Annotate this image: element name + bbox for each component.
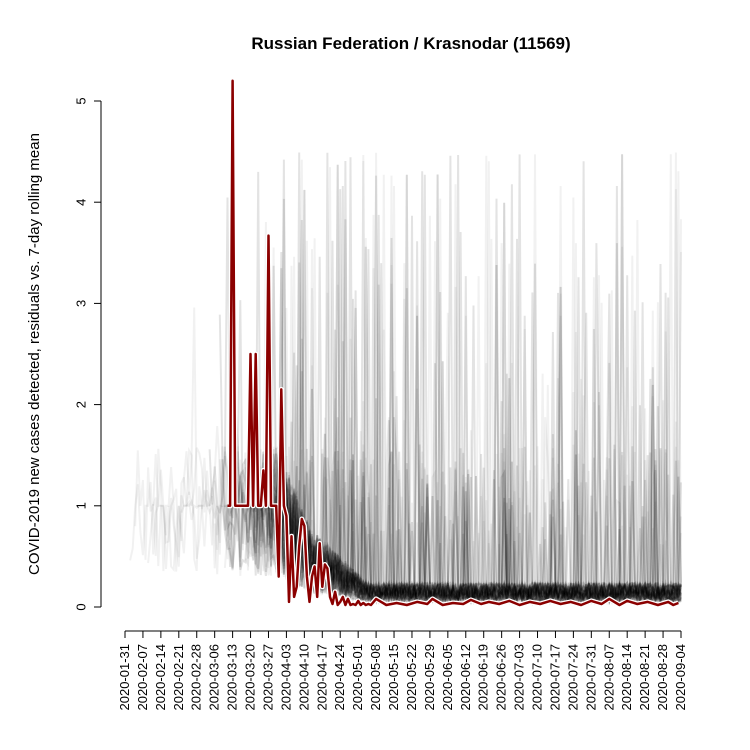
background-series-line <box>293 292 682 606</box>
background-series-line <box>134 264 682 606</box>
background-series-line <box>285 152 682 606</box>
background-series-line <box>288 256 682 606</box>
background-series-line <box>257 256 682 606</box>
background-series-line <box>267 174 681 606</box>
background-series-line <box>298 157 682 605</box>
x-tick-label: 2020-08-14 <box>619 644 634 711</box>
background-series-line <box>280 154 682 607</box>
x-tick-label: 2020-05-08 <box>368 644 383 711</box>
x-tick-label: 2020-09-04 <box>673 644 688 711</box>
background-series-line <box>280 154 682 607</box>
background-series-line <box>288 174 682 606</box>
y-tick-label: 5 <box>73 97 88 104</box>
x-tick-label: 2020-05-01 <box>350 644 365 711</box>
background-series-line <box>152 171 682 607</box>
background-series-line <box>285 237 682 606</box>
x-tick-label: 2020-08-28 <box>655 644 670 711</box>
chart-title: Russian Federation / Krasnodar (11569) <box>251 34 570 53</box>
background-series-line <box>270 152 682 606</box>
background-series-line <box>272 154 682 606</box>
x-tick-label: 2020-03-13 <box>225 644 240 711</box>
x-tick-label: 2020-03-27 <box>260 644 275 711</box>
x-tick-label: 2020-07-31 <box>583 644 598 711</box>
x-axis: 2020-01-31 2020-02-07 2020-02-14 2020-02-21… <box>117 630 688 711</box>
x-tick-label: 2020-07-10 <box>530 644 545 711</box>
background-series-line <box>305 231 682 605</box>
background-series-line <box>280 154 682 607</box>
background-series-line <box>180 154 682 606</box>
x-tick-label: 2020-04-10 <box>296 644 311 711</box>
background-series-line <box>275 214 682 606</box>
x-tick-label: 2020-02-14 <box>153 644 168 711</box>
x-tick-label: 2020-03-20 <box>243 644 258 711</box>
x-tick-label: 2020-08-07 <box>601 644 616 711</box>
background-series-line <box>305 231 682 605</box>
x-tick-label: 2020-05-29 <box>422 644 437 711</box>
background-series-line <box>282 185 682 605</box>
y-tick-label: 0 <box>73 603 88 610</box>
background-series-line <box>234 154 682 606</box>
background-series-line <box>285 237 682 606</box>
background-series-line <box>288 256 682 606</box>
background-series-line <box>264 174 682 606</box>
x-tick-label: 2020-06-26 <box>494 644 509 711</box>
y-tick-label: 4 <box>73 199 88 206</box>
x-tick-label: 2020-02-07 <box>135 644 150 711</box>
background-series-line <box>298 276 682 606</box>
x-tick-label: 2020-08-21 <box>637 644 652 711</box>
x-tick-label: 2020-02-28 <box>189 644 204 711</box>
background-series-line <box>303 189 682 605</box>
y-tick-label: 3 <box>73 300 88 307</box>
x-tick-label: 2020-06-19 <box>476 644 491 711</box>
x-tick-label: 2020-07-24 <box>565 644 580 711</box>
x-tick-label: 2020-06-12 <box>458 644 473 711</box>
x-tick-label: 2020-07-03 <box>512 644 527 711</box>
background-series-line <box>267 174 681 606</box>
y-axis-label: COVID-2019 new cases detected, residuals… <box>26 133 43 575</box>
background-series-line <box>285 185 682 605</box>
background-series-line <box>293 307 682 605</box>
y-tick-label: 1 <box>73 502 88 509</box>
x-tick-label: 2020-01-31 <box>117 644 132 711</box>
highlight-series <box>227 78 680 608</box>
background-series-line <box>300 293 682 606</box>
background-series-line <box>264 174 682 606</box>
y-axis: 0 1 2 3 4 5 <box>73 97 102 611</box>
background-series-line <box>298 157 682 605</box>
background-series-line <box>275 175 682 605</box>
background-series-line <box>270 238 682 606</box>
background-lines <box>129 152 682 607</box>
x-tick-label: 2020-07-17 <box>547 644 562 711</box>
background-series-line <box>293 307 682 605</box>
x-tick-label: 2020-04-03 <box>278 644 293 711</box>
background-series-line <box>272 155 682 606</box>
background-series-line <box>267 174 681 606</box>
background-series-line <box>275 214 682 606</box>
background-series-line <box>277 152 682 605</box>
background-series-line <box>282 185 682 605</box>
background-series-line <box>288 470 682 605</box>
x-tick-label: 2020-05-15 <box>386 644 401 711</box>
background-series-line <box>288 197 682 606</box>
x-tick-label: 2020-04-24 <box>332 644 347 711</box>
highlight-series-line <box>227 79 679 607</box>
x-tick-label: 2020-02-21 <box>171 644 186 711</box>
background-series-line <box>277 175 682 605</box>
background-series-line <box>298 276 682 606</box>
x-tick-label: 2020-03-06 <box>207 644 222 711</box>
x-tick-label: 2020-06-05 <box>440 644 455 711</box>
y-tick-label: 2 <box>73 401 88 408</box>
background-series-line <box>288 164 682 606</box>
background-series-line <box>275 175 682 605</box>
background-series-line <box>277 152 682 605</box>
x-tick-label: 2020-05-22 <box>404 644 419 711</box>
x-tick-label: 2020-04-17 <box>314 644 329 711</box>
background-series-line <box>270 238 682 606</box>
background-series-line <box>288 470 682 605</box>
background-series-line <box>295 214 682 606</box>
